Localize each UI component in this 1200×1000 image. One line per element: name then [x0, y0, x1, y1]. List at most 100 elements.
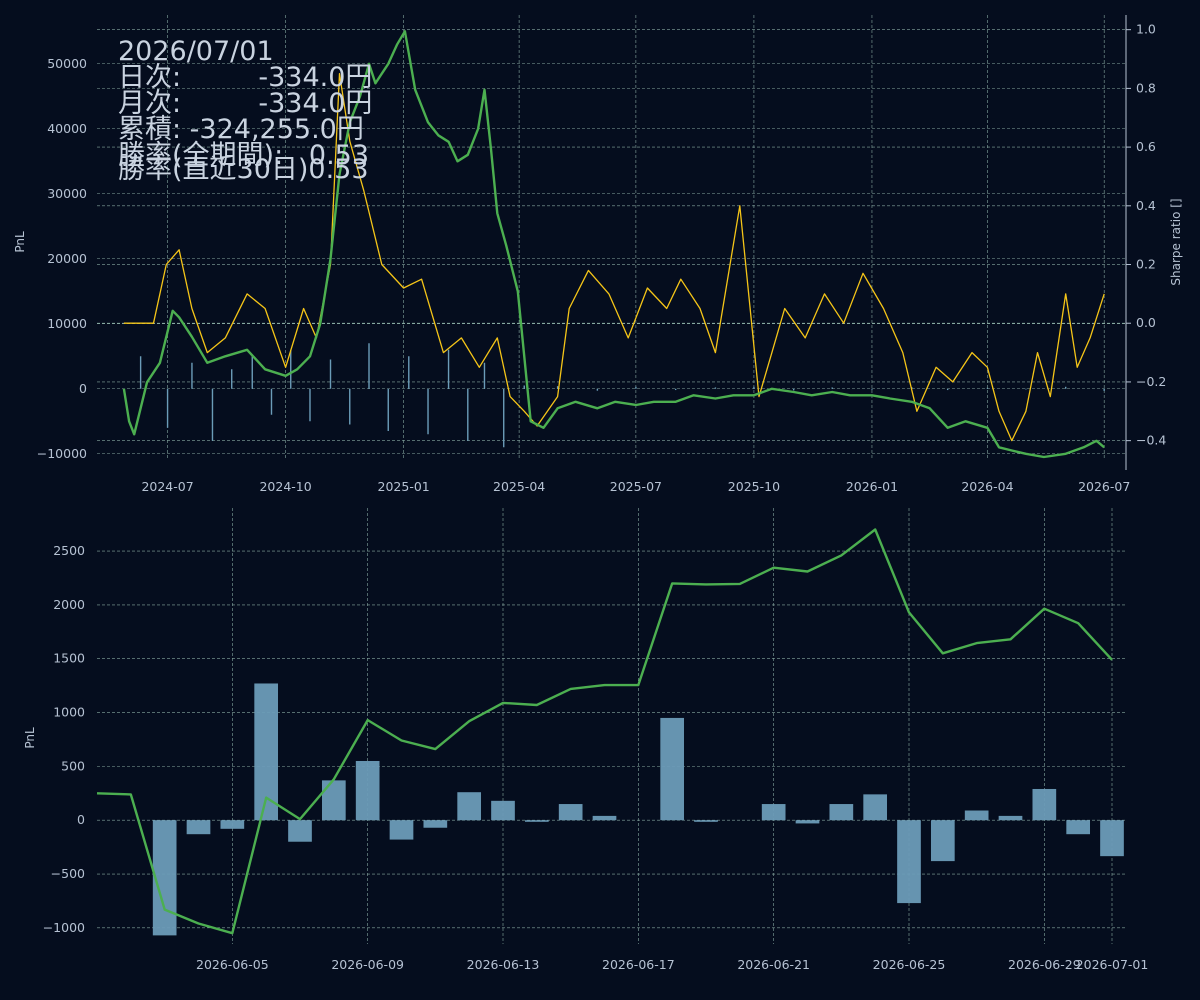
top-daily-bar [523, 385, 525, 389]
top-y-tick-label: −10000 [37, 446, 87, 461]
top-daily-bar [251, 356, 253, 389]
top-y-axis-label: PnL [13, 231, 27, 253]
bottom-daily-bar [186, 820, 211, 835]
bottom-x-tick-label: 2026-06-29 [1008, 957, 1081, 972]
bottom-y-axis-label: PnL [23, 727, 37, 749]
bottom-x-tick-label: 2026-06-05 [196, 957, 269, 972]
top-x-tick-label: 2025-01 [378, 479, 430, 494]
info-cumulative: 累積: -324,255.0円 [118, 114, 364, 145]
bottom-daily-bar [1032, 788, 1057, 821]
top-daily-bars [139, 343, 1105, 448]
top-y2-tick-label: 0.4 [1136, 198, 1156, 213]
bottom-y-tick-label: 0 [77, 812, 85, 827]
bottom-daily-bar [389, 820, 414, 840]
bottom-daily-bar [321, 780, 346, 821]
top-daily-bar [211, 388, 214, 441]
bottom-daily-bar [524, 820, 549, 822]
bottom-daily-bar [964, 810, 989, 821]
bottom-daily-bar [897, 820, 921, 904]
bottom-daily-bars [152, 683, 1124, 936]
bottom-daily-bar [592, 815, 617, 821]
bottom-x-tick-label: 2026-06-13 [467, 957, 540, 972]
info-winrate-all: 勝率(全期間): 0.53 [118, 140, 369, 171]
top-daily-bar [349, 388, 351, 425]
top-y-tick-label: 30000 [47, 186, 87, 201]
top-daily-bar [427, 388, 429, 435]
top-daily-bar [674, 388, 677, 391]
top-x-tick-label: 2026-04 [961, 479, 1013, 494]
top-y-tick-label: 0 [79, 381, 87, 396]
top-x-tick-label: 2026-01 [846, 479, 898, 494]
bottom-x-tick-label: 2026-06-21 [737, 957, 810, 972]
bottom-daily-bar [558, 804, 583, 821]
top-grid [97, 15, 1126, 460]
top-sharpe-line [123, 73, 1105, 442]
top-daily-bar [1103, 388, 1105, 391]
top-daily-bar [387, 388, 389, 431]
top-y2-axis-label: Sharpe ratio [] [1169, 198, 1183, 285]
top-daily-bar [231, 369, 233, 389]
top-daily-bar [447, 349, 450, 389]
bottom-daily-bar [930, 820, 955, 862]
info-date: 2026/07/01 [118, 36, 274, 67]
top-daily-bar [270, 388, 273, 415]
top-daily-bar [792, 388, 795, 391]
top-daily-bar [1025, 388, 1027, 390]
bottom-daily-bar [660, 717, 685, 821]
top-axes: −10000 0 10000 20000 30000 40000 50000 −0.4 −0.2… [37, 15, 1166, 494]
bottom-daily-bar [254, 683, 279, 821]
bottom-daily-bar [220, 820, 245, 829]
top-y-tick-label: 20000 [47, 251, 87, 266]
top-daily-bar [368, 343, 370, 389]
top-daily-bar [483, 362, 486, 389]
bottom-daily-bar [355, 760, 380, 821]
bottom-panel: −1000 −500 0 500 1000 1500 2000 2500 2026-06-05 2… [23, 508, 1148, 972]
info-monthly: 月次: -334.0円 [118, 88, 372, 119]
bottom-y-tick-label: 500 [61, 758, 85, 773]
top-y-tick-label: 10000 [47, 316, 87, 331]
top-daily-bar [556, 386, 559, 389]
top-daily-bar [1064, 386, 1067, 389]
bottom-x-tick-label: 2026-06-09 [331, 957, 404, 972]
bottom-daily-bar [423, 820, 448, 828]
top-y-tick-label: 50000 [47, 56, 87, 71]
bottom-y-tick-label: 2000 [53, 597, 85, 612]
top-daily-bar [139, 356, 142, 389]
bottom-daily-bar [457, 792, 482, 821]
bottom-x-tick-label: 2026-06-25 [873, 957, 946, 972]
top-daily-bar [191, 362, 193, 389]
top-x-tick-label: 2025-07 [610, 479, 662, 494]
bottom-axes: −1000 −500 0 500 1000 1500 2000 2500 2026-06-05 2… [43, 543, 1149, 972]
top-y-tick-label: 40000 [47, 121, 87, 136]
top-daily-bar [408, 356, 410, 389]
info-daily: 日次: -334.0円 [118, 62, 372, 93]
top-y2-tick-label: 0.8 [1136, 80, 1156, 95]
bottom-daily-bar [152, 820, 177, 936]
top-x-tick-label: 2025-04 [493, 479, 545, 494]
bottom-y-tick-label: −1000 [43, 920, 85, 935]
top-daily-bar [946, 388, 949, 391]
top-daily-bar [503, 388, 505, 448]
top-daily-bar [166, 388, 169, 428]
bottom-y-tick-label: 2500 [53, 543, 85, 558]
top-y2-tick-label: 1.0 [1136, 22, 1156, 37]
info-winrate-30d: 勝率(直近30日)0.53 [118, 154, 369, 185]
top-daily-bar [871, 388, 873, 390]
top-daily-bar [714, 387, 717, 389]
bottom-y-tick-label: −500 [51, 866, 85, 881]
bottom-daily-bar [761, 804, 786, 821]
top-lines [122, 30, 1105, 459]
bottom-daily-bar [288, 820, 312, 842]
top-daily-bar [635, 386, 637, 389]
bottom-daily-bar [1066, 820, 1091, 835]
bottom-daily-bar [998, 815, 1023, 821]
top-daily-bar [753, 386, 755, 389]
info-text-block: 2026/07/01 日次: -334.0円 月次: -334.0円 累積: -… [118, 36, 372, 185]
bottom-x-tick-label: 2026-07-01 [1076, 957, 1149, 972]
top-daily-bar [329, 359, 332, 389]
top-y2-tick-label: −0.4 [1136, 433, 1166, 448]
top-y2-tick-label: 0.6 [1136, 139, 1156, 154]
top-daily-bar [309, 388, 311, 422]
bottom-daily-bar [863, 794, 888, 821]
bottom-daily-bar [1100, 820, 1124, 857]
